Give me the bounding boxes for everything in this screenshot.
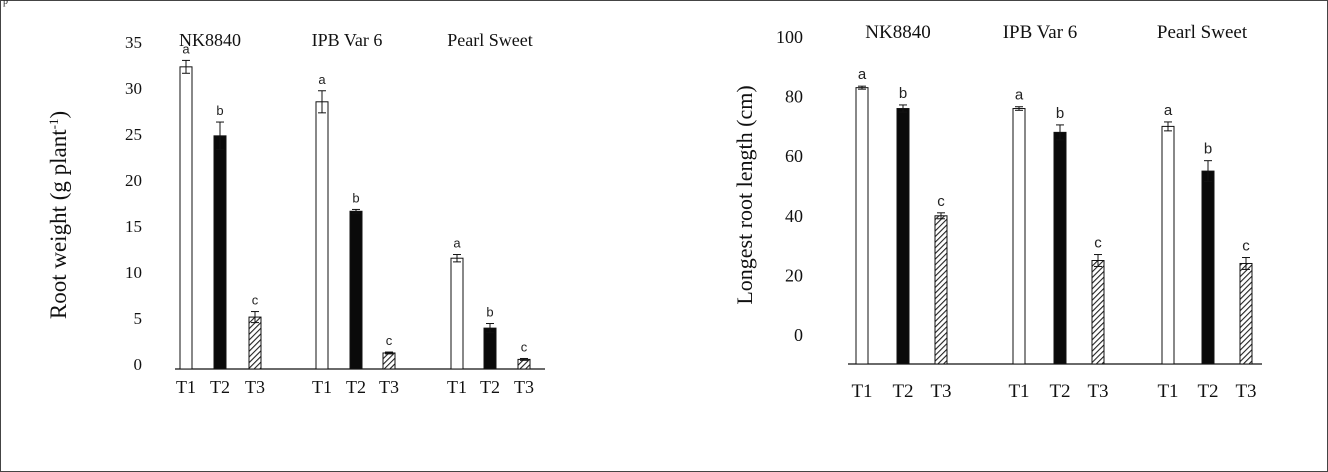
chart-1-group-label: IPB Var 6 — [312, 30, 383, 50]
chart-2-category-label: T2 — [1049, 381, 1070, 402]
chart-2: Longest root length (cm) 0 20 40 60 80 100 NK8… — [732, 22, 1262, 402]
chart-1-category-label: T1 — [312, 377, 332, 397]
chart-2-significance-letter: a — [1015, 87, 1024, 104]
chart-1-group-label: Pearl Sweet — [447, 30, 532, 50]
chart-2-y-tick-label: 80 — [785, 87, 803, 107]
chart-1-significance-letter: b — [352, 190, 359, 205]
chart-2-category-label: T1 — [1157, 381, 1178, 402]
chart-1-category-label: T2 — [480, 377, 500, 397]
chart-2-y-tick-label: 40 — [785, 206, 803, 226]
chart-1-bar-t2 — [349, 210, 363, 370]
chart-1-bar-t1 — [450, 257, 464, 370]
chart-2-bar-t2 — [1053, 131, 1067, 365]
chart-1-y-tick-label: 0 — [134, 355, 143, 374]
chart-1-bar-t2 — [213, 135, 227, 370]
chart-1: Root weight (g plant-1) 0 5 10 15 20 25 30 35 NK… — [46, 30, 545, 397]
corner-mark: p — [3, 0, 8, 7]
chart-1-category-label: T3 — [514, 377, 534, 397]
chart-1-group-label: NK8840 — [179, 30, 241, 50]
chart-2-bar-t1 — [1161, 125, 1175, 365]
chart-1-significance-letter: c — [386, 333, 393, 348]
chart-1-category-label: T3 — [245, 377, 265, 397]
chart-2-category-label: T1 — [851, 381, 872, 402]
chart-1-category-label: T3 — [379, 377, 399, 397]
chart-2-bar-t3 — [1239, 262, 1253, 365]
chart-1-significance-letter: a — [453, 236, 461, 251]
chart-2-bar-t2 — [1201, 170, 1215, 365]
chart-1-category-label: T2 — [346, 377, 366, 397]
chart-1-y-axis-label: Root weight (g plant-1) — [46, 111, 71, 319]
chart-2-category-label: T3 — [1087, 381, 1108, 402]
chart-2-y-tick-label: 0 — [794, 325, 803, 345]
chart-2-significance-letter: a — [858, 66, 867, 83]
chart-2-bar-t3 — [934, 215, 948, 365]
chart-2-category-label: T1 — [1008, 381, 1029, 402]
chart-1-y-tick-label: 5 — [134, 309, 143, 328]
chart-1-y-tick-label: 35 — [125, 33, 142, 52]
chart-1-y-tick-label: 15 — [125, 217, 142, 236]
chart-1-category-label: T1 — [447, 377, 467, 397]
chart-2-y-tick-label: 100 — [776, 27, 803, 47]
chart-2-category-label: T3 — [930, 381, 951, 402]
chart-1-significance-letter: b — [216, 103, 223, 118]
chart-2-category-label: T2 — [892, 381, 913, 402]
chart-2-category-label: T3 — [1235, 381, 1256, 402]
chart-1-significance-letter: a — [318, 72, 326, 87]
chart-1-significance-letter: a — [182, 41, 190, 56]
chart-2-category-label: T2 — [1197, 381, 1218, 402]
chart-2-group-label: NK8840 — [865, 22, 930, 43]
chart-2-significance-letter: b — [1204, 141, 1212, 158]
chart-2-group-label: IPB Var 6 — [1003, 22, 1078, 43]
chart-2-significance-letter: c — [1242, 238, 1250, 255]
chart-1-y-tick-label: 20 — [125, 171, 142, 190]
chart-1-bar-t3 — [248, 316, 262, 370]
chart-2-y-tick-label: 60 — [785, 146, 803, 166]
chart-2-y-tick-label: 20 — [785, 265, 803, 285]
chart-1-y-tick-label: 10 — [125, 263, 142, 282]
chart-2-significance-letter: a — [1164, 102, 1173, 119]
chart-1-category-label: T1 — [176, 377, 196, 397]
chart-2-bar-t1 — [855, 87, 869, 365]
chart-1-y-tick-label: 30 — [125, 79, 142, 98]
chart-1-bar-t1 — [179, 66, 193, 370]
chart-1-bar-t3 — [517, 358, 531, 370]
chart-2-significance-letter: b — [899, 85, 907, 102]
chart-2-significance-letter: c — [937, 193, 945, 210]
chart-2-bar-t3 — [1091, 260, 1105, 365]
chart-1-y-tick-label: 25 — [125, 125, 142, 144]
chart-1-bar-t2 — [483, 327, 497, 370]
chart-1-significance-letter: c — [252, 293, 259, 308]
chart-2-y-axis-label: Longest root length (cm) — [732, 85, 757, 304]
chart-1-bar-t1 — [315, 101, 329, 370]
chart-1-significance-letter: c — [521, 339, 528, 354]
chart-1-significance-letter: b — [486, 305, 493, 320]
chart-2-significance-letter: c — [1094, 235, 1102, 252]
chart-1-category-label: T2 — [210, 377, 230, 397]
chart-2-significance-letter: b — [1056, 105, 1064, 122]
chart-2-bar-t1 — [1012, 108, 1026, 365]
chart-1-bar-t3 — [382, 352, 396, 370]
chart-2-group-label: Pearl Sweet — [1157, 22, 1248, 43]
chart-2-bar-t2 — [896, 108, 910, 365]
